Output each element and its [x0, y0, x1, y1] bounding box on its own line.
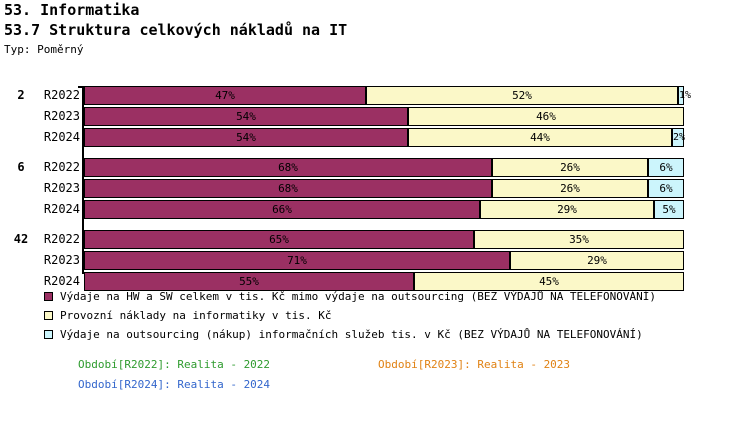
bar-segment[interactable]: 65%: [84, 230, 474, 249]
bar-row-label: R2023: [43, 109, 80, 123]
bar-track: 66% 29% 5%: [84, 200, 684, 219]
bar-segment[interactable]: 2%: [672, 128, 685, 147]
chart-type-label: Typ: Poměrný: [4, 43, 84, 56]
bar-row[interactable]: R2022 65% 35%: [0, 230, 750, 249]
bar-row-label: R2022: [43, 232, 80, 246]
bar-segment[interactable]: 54%: [84, 107, 408, 126]
legend-item[interactable]: Provozní náklady na informatiky v tis. K…: [0, 307, 750, 326]
bar-segment[interactable]: 68%: [84, 179, 492, 198]
bar-row-label: R2023: [43, 181, 80, 195]
bar-track: 55% 45%: [84, 272, 684, 291]
bar-segment[interactable]: 6%: [648, 158, 684, 177]
bar-track: 54% 46%: [84, 107, 684, 126]
bar-segment[interactable]: 26%: [492, 179, 648, 198]
page-title: 53. Informatika: [4, 1, 140, 19]
period-note: Období[R2024]: Realita - 2024: [78, 378, 271, 391]
bar-group-label: 42: [13, 232, 29, 246]
bar-group-label: 6: [17, 160, 25, 174]
bar-segment[interactable]: 54%: [84, 128, 408, 147]
bar-group-label: 2: [17, 88, 25, 102]
bar-segment[interactable]: 47%: [84, 86, 366, 105]
bar-segment[interactable]: 29%: [480, 200, 654, 219]
legend-item[interactable]: Výdaje na HW a SW celkem v tis. Kč mimo …: [0, 288, 750, 307]
bar-track: 71% 29%: [84, 251, 684, 270]
legend-item[interactable]: Výdaje na outsourcing (nákup) informační…: [0, 326, 750, 345]
bar-segment[interactable]: 5%: [654, 200, 684, 219]
bar-segment[interactable]: 46%: [408, 107, 684, 126]
legend-label: Provozní náklady na informatiky v tis. K…: [60, 309, 332, 322]
bar-row[interactable]: R2022 68% 26% 6%: [0, 158, 750, 177]
bar-segment[interactable]: 26%: [492, 158, 648, 177]
bar-segment[interactable]: 6%: [648, 179, 684, 198]
bar-row-label: R2024: [43, 130, 80, 144]
bar-segment[interactable]: 45%: [414, 272, 684, 291]
bar-row[interactable]: R2024 55% 45%: [0, 272, 750, 291]
bar-group: 42 R2022 65% 35% R2023 71% 29% R2024 55% 45%: [0, 230, 750, 293]
legend-swatch-icon: [44, 292, 53, 301]
bar-row[interactable]: R2022 47% 52% 1%: [0, 86, 750, 105]
legend-label: Výdaje na HW a SW celkem v tis. Kč mimo …: [60, 290, 657, 303]
bar-row[interactable]: R2023 54% 46%: [0, 107, 750, 126]
bar-row-label: R2022: [43, 88, 80, 102]
legend-swatch-icon: [44, 311, 53, 320]
bar-segment[interactable]: 68%: [84, 158, 492, 177]
legend-swatch-icon: [44, 330, 53, 339]
bar-row-label: R2024: [43, 274, 80, 288]
bar-track: 54% 44% 2%: [84, 128, 685, 147]
period-note: Období[R2022]: Realita - 2022: [78, 358, 271, 371]
period-note: Období[R2023]: Realita - 2023: [378, 358, 571, 371]
y-axis-line: [82, 86, 84, 274]
bar-segment[interactable]: 71%: [84, 251, 510, 270]
bar-group: 2 R2022 47% 52% 1% R2023 54% 46% R2024 54% 44% 2%: [0, 86, 750, 149]
axis-tick: [78, 86, 84, 88]
chart-plot-area: 2 R2022 47% 52% 1% R2023 54% 46% R2024 54% 44% 2% 6 R…: [0, 84, 750, 291]
bar-segment[interactable]: 35%: [474, 230, 684, 249]
bar-row-label: R2022: [43, 160, 80, 174]
bar-row[interactable]: R2023 71% 29%: [0, 251, 750, 270]
bar-row[interactable]: R2024 66% 29% 5%: [0, 200, 750, 219]
page-subtitle: 53.7 Struktura celkových nákladů na IT: [4, 21, 348, 39]
bar-segment[interactable]: 44%: [408, 128, 672, 147]
bar-track: 65% 35%: [84, 230, 684, 249]
bar-track: 47% 52% 1%: [84, 86, 691, 105]
bar-row-label: R2023: [43, 253, 80, 267]
bar-row[interactable]: R2023 68% 26% 6%: [0, 179, 750, 198]
bar-segment[interactable]: 52%: [366, 86, 678, 105]
bar-track: 68% 26% 6%: [84, 158, 684, 177]
bar-row[interactable]: R2024 54% 44% 2%: [0, 128, 750, 147]
bar-group: 6 R2022 68% 26% 6% R2023 68% 26% 6% R2024 66% 29% 5%: [0, 158, 750, 221]
bar-segment[interactable]: 29%: [510, 251, 684, 270]
bar-segment[interactable]: 55%: [84, 272, 414, 291]
legend-label: Výdaje na outsourcing (nákup) informační…: [60, 328, 643, 341]
bar-segment[interactable]: 66%: [84, 200, 480, 219]
chart-legend: Výdaje na HW a SW celkem v tis. Kč mimo …: [0, 288, 750, 345]
bar-row-label: R2024: [43, 202, 80, 216]
bar-track: 68% 26% 6%: [84, 179, 684, 198]
bar-segment[interactable]: 1%: [678, 86, 691, 105]
